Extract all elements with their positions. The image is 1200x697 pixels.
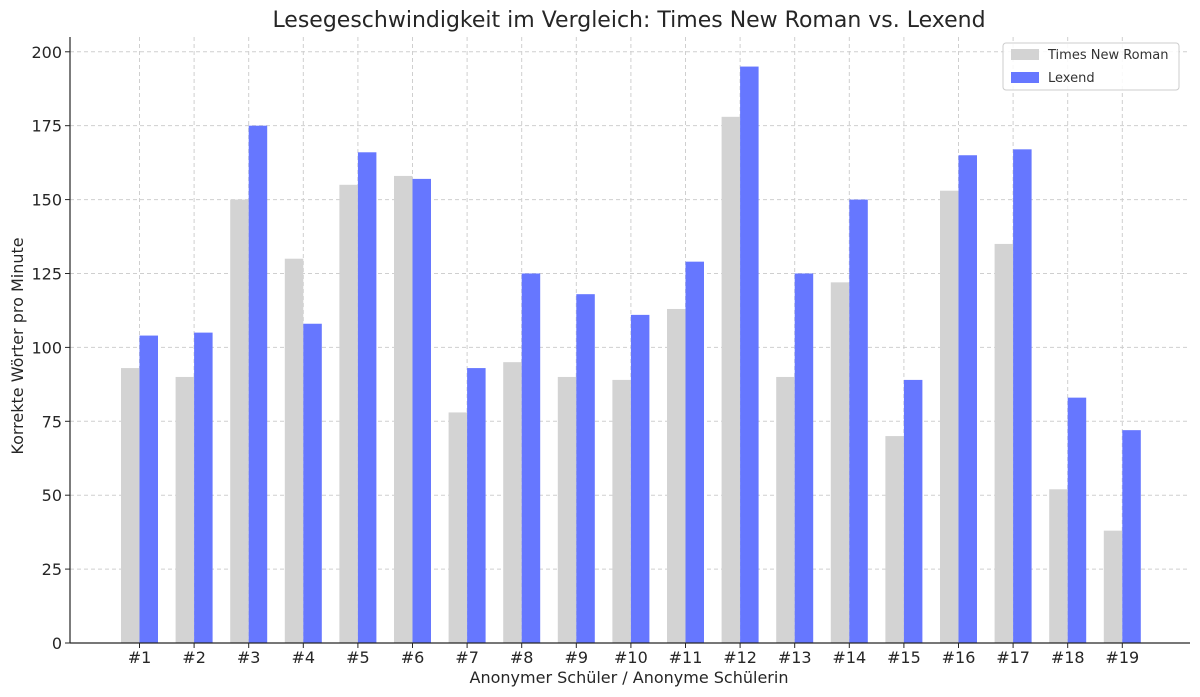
x-tick-label: #3 <box>237 648 261 667</box>
x-tick-label: #9 <box>565 648 589 667</box>
bar-times-new-roman-1 <box>121 368 140 643</box>
x-axis-label: Anonymer Schüler / Anonyme Schülerin <box>470 668 789 687</box>
bar-times-new-roman-9 <box>557 376 577 643</box>
legend-label: Lexend <box>1048 71 1095 86</box>
y-tick-label: 175 <box>31 117 62 136</box>
y-tick-label: 0 <box>52 634 62 653</box>
x-tick-label: #17 <box>996 648 1030 667</box>
bar-lexend-13 <box>794 273 814 643</box>
y-tick-label: 150 <box>31 191 62 210</box>
bar-times-new-roman-3 <box>230 199 249 643</box>
y-tick-label: 25 <box>42 560 62 579</box>
bar-times-new-roman-7 <box>448 412 468 643</box>
x-tick-label: #7 <box>455 648 479 667</box>
bar-lexend-5 <box>357 152 377 643</box>
bar-times-new-roman-15 <box>885 436 904 643</box>
x-tick-label: #12 <box>723 648 757 667</box>
bars-layer <box>121 66 1141 644</box>
legend-swatch <box>1011 72 1039 83</box>
bar-lexend-1 <box>139 335 158 643</box>
x-tick-label: #11 <box>669 648 703 667</box>
bar-lexend-16 <box>958 155 977 643</box>
x-tick-label: #5 <box>346 648 370 667</box>
bar-lexend-19 <box>1122 430 1141 643</box>
bar-times-new-roman-17 <box>994 243 1014 644</box>
bar-times-new-roman-16 <box>940 190 959 643</box>
x-tick-label: #14 <box>832 648 866 667</box>
legend-label: Times New Roman <box>1047 48 1168 63</box>
x-tick-label: #1 <box>128 648 152 667</box>
bar-lexend-10 <box>630 314 650 643</box>
x-tick-label: #16 <box>942 648 976 667</box>
bar-times-new-roman-5 <box>339 184 358 643</box>
bar-times-new-roman-6 <box>394 175 413 643</box>
x-tick-label: #18 <box>1051 648 1085 667</box>
x-tick-label: #2 <box>182 648 206 667</box>
x-tick-label: #10 <box>614 648 648 667</box>
bar-times-new-roman-4 <box>284 258 304 643</box>
x-tick-label: #15 <box>887 648 921 667</box>
x-tick-label: #13 <box>778 648 812 667</box>
y-tick-label: 75 <box>42 412 62 431</box>
x-tick-label: #4 <box>292 648 316 667</box>
bar-lexend-11 <box>685 261 704 643</box>
bar-lexend-18 <box>1067 397 1087 643</box>
chart-title: Lesegeschwindigkeit im Vergleich: Times … <box>272 8 985 33</box>
bar-times-new-roman-13 <box>776 376 795 643</box>
bar-lexend-2 <box>194 332 213 643</box>
bar-times-new-roman-14 <box>830 282 850 643</box>
y-tick-label: 125 <box>31 264 62 283</box>
legend-box <box>1002 42 1180 91</box>
bar-times-new-roman-2 <box>175 376 195 643</box>
bar-times-new-roman-19 <box>1103 530 1123 643</box>
bar-lexend-8 <box>521 273 541 643</box>
legend-swatch <box>1011 49 1039 60</box>
x-tick-label: #8 <box>510 648 534 667</box>
bar-lexend-12 <box>740 66 759 643</box>
bar-lexend-15 <box>903 379 923 643</box>
bar-lexend-6 <box>412 178 431 643</box>
y-tick-label: 50 <box>42 486 62 505</box>
bar-lexend-4 <box>303 323 322 643</box>
bar-times-new-roman-10 <box>612 379 631 643</box>
bar-lexend-17 <box>1013 149 1032 643</box>
bar-lexend-14 <box>849 199 868 643</box>
bar-times-new-roman-8 <box>503 362 522 643</box>
axes-layer: 0 25 50 75 100 125 150 175 200 #1 #2 #3 #4 #5 #6 #7 #8 #9… <box>31 37 1190 667</box>
bar-lexend-9 <box>576 294 595 643</box>
x-tick-label: #19 <box>1105 648 1139 667</box>
bar-lexend-7 <box>467 368 486 643</box>
bar-times-new-roman-18 <box>1049 489 1068 643</box>
bar-lexend-3 <box>248 125 268 644</box>
y-tick-label: 200 <box>31 43 62 62</box>
y-tick-label: 100 <box>31 338 62 357</box>
bar-times-new-roman-11 <box>667 308 686 643</box>
bar-times-new-roman-12 <box>721 116 741 643</box>
y-axis-label: Korrekte Wörter pro Minute <box>8 237 27 454</box>
x-tick-label: #6 <box>401 648 425 667</box>
legend: Times New Roman Lexend <box>1002 42 1180 91</box>
